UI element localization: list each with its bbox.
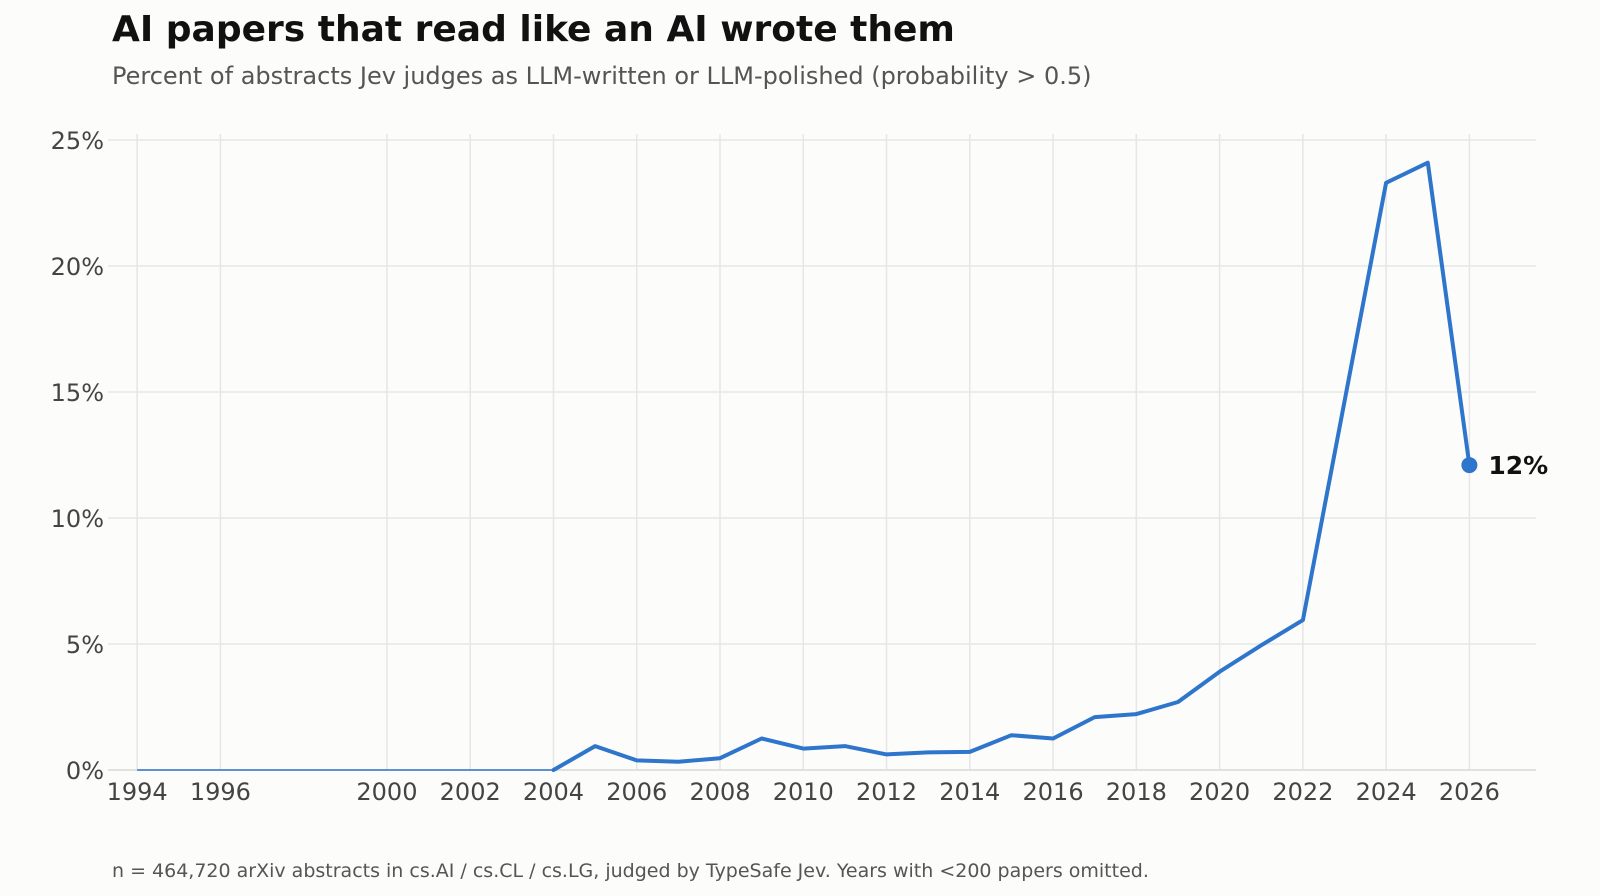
chart-footnote: n = 464,720 arXiv abstracts in cs.AI / c… xyxy=(112,860,1149,882)
y-tick-label-20: 20% xyxy=(51,253,104,281)
y-tick-label-10: 10% xyxy=(51,505,104,533)
x-tick-label-2008: 2008 xyxy=(689,778,750,806)
x-tick-labels: 1994 1996 2000 2002 2004 2006 2008 2010 2012 2014… xyxy=(107,778,1500,806)
x-tick-label-2010: 2010 xyxy=(773,778,834,806)
chart-subtitle: Percent of abstracts Jev judges as LLM-w… xyxy=(112,62,1092,90)
x-tick-label-2026: 2026 xyxy=(1439,778,1500,806)
x-tick-label-2024: 2024 xyxy=(1356,778,1417,806)
x-tick-label-2018: 2018 xyxy=(1106,778,1167,806)
end-point-label: 12% xyxy=(1488,451,1548,480)
y-tick-label-15: 15% xyxy=(51,379,104,407)
x-tick-label-1994: 1994 xyxy=(107,778,168,806)
x-tick-label-2014: 2014 xyxy=(939,778,1000,806)
x-tick-label-2016: 2016 xyxy=(1023,778,1084,806)
series-line xyxy=(551,160,1472,772)
y-tick-label-0: 0% xyxy=(66,757,104,785)
y-tick-label-5: 5% xyxy=(66,631,104,659)
x-tick-label-2002: 2002 xyxy=(440,778,501,806)
x-tick-label-2020: 2020 xyxy=(1189,778,1250,806)
x-tick-label-1996: 1996 xyxy=(190,778,251,806)
x-tick-label-2022: 2022 xyxy=(1272,778,1333,806)
y-tick-labels: 0% 5% 10% 15% 20% 25% xyxy=(51,127,104,785)
x-tick-label-2006: 2006 xyxy=(606,778,667,806)
series-line-group: 12% xyxy=(137,160,1548,772)
x-tick-label-2004: 2004 xyxy=(523,778,584,806)
end-point-marker xyxy=(1461,457,1478,474)
chart-title: AI papers that read like an AI wrote the… xyxy=(112,9,955,50)
y-tick-label-25: 25% xyxy=(51,127,104,155)
x-tick-label-2000: 2000 xyxy=(356,778,417,806)
x-gridlines xyxy=(136,134,1471,770)
y-gridlines xyxy=(108,139,1536,771)
x-tick-label-2012: 2012 xyxy=(856,778,917,806)
